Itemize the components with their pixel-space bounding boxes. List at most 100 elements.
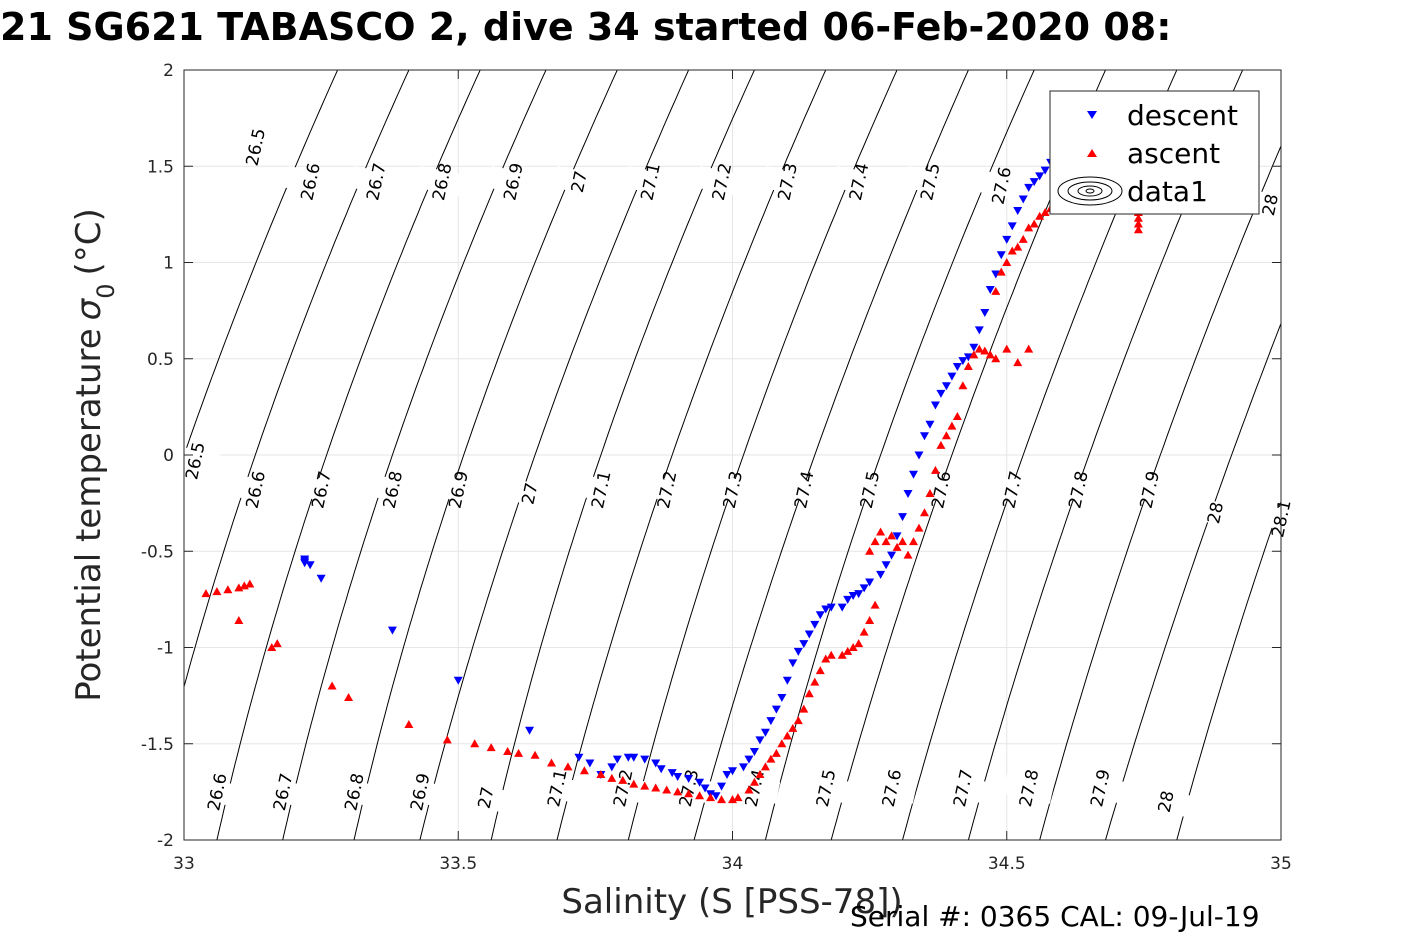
ascent-point xyxy=(991,354,1001,363)
descent-point xyxy=(996,251,1006,260)
y-tick-label: -2 xyxy=(157,831,174,851)
contour-label-background xyxy=(1074,772,1126,804)
ascent-point xyxy=(1018,234,1028,243)
descent-point xyxy=(1018,195,1028,204)
y-tick-label: -1.5 xyxy=(141,735,174,755)
descent-point xyxy=(826,603,836,612)
ascent-point xyxy=(749,777,759,786)
contour-label-background xyxy=(229,473,282,506)
contour-label-background xyxy=(531,772,583,804)
descent-point xyxy=(667,769,677,778)
ascent-point xyxy=(870,600,880,609)
ascent-point xyxy=(662,785,672,794)
ascent-point xyxy=(1013,242,1023,251)
descent-point xyxy=(1029,178,1039,187)
y-axis-title-unit: (°C) xyxy=(69,208,109,275)
ascent-point xyxy=(684,789,694,798)
contour-label-background xyxy=(799,772,852,804)
descent-point xyxy=(766,717,776,726)
density-contour-line xyxy=(184,70,410,689)
ascent-point xyxy=(695,791,705,800)
descent-point xyxy=(1024,183,1034,192)
descent-point xyxy=(985,285,995,294)
ascent-point xyxy=(201,589,211,598)
ascent-point xyxy=(470,739,480,748)
y-tick-label: 1.5 xyxy=(147,157,174,177)
descent-point xyxy=(651,759,661,768)
descent-point xyxy=(684,774,694,783)
ascent-point xyxy=(969,350,979,359)
ascent-point xyxy=(1002,258,1012,266)
y-tick-label: -0.5 xyxy=(141,542,174,562)
ascent-point xyxy=(804,689,814,698)
descent-point xyxy=(941,382,951,391)
descent-point xyxy=(788,659,798,668)
ascent-point xyxy=(799,704,809,713)
ascent-point xyxy=(815,666,825,675)
contour-label-background xyxy=(624,165,676,198)
ascent-point xyxy=(930,465,940,474)
ascent-point xyxy=(777,739,787,748)
x-tick-label: 34 xyxy=(722,854,744,874)
descent-point xyxy=(936,389,946,398)
y-axis-title: Potential temperature σ0 (°C) xyxy=(69,208,120,702)
descent-point xyxy=(919,432,929,441)
contour-label-background xyxy=(229,131,282,163)
ascent-point xyxy=(925,489,935,497)
descent-point xyxy=(952,362,962,371)
ascent-point xyxy=(640,781,650,790)
ascent-point xyxy=(865,546,875,555)
contour-label-background xyxy=(394,776,446,808)
descent-point xyxy=(607,763,617,772)
y-tick-label: 1 xyxy=(163,254,174,274)
ascent-point xyxy=(673,787,683,796)
descent-point xyxy=(898,513,908,522)
density-contours xyxy=(184,70,1281,840)
descent-point xyxy=(755,736,765,745)
x-tick-label: 33.5 xyxy=(439,854,477,874)
density-contour-label: 27 xyxy=(475,785,499,810)
data-markers xyxy=(201,139,1143,804)
ascent-point xyxy=(486,743,496,752)
ascent-point xyxy=(903,550,913,559)
descent-point xyxy=(876,570,886,579)
descent-point xyxy=(453,676,463,685)
y-axis-title-symbol: σ xyxy=(69,297,109,320)
descent-point xyxy=(728,767,737,776)
y-axis-title-subscript: 0 xyxy=(92,283,120,298)
ascent-point xyxy=(607,773,617,782)
density-contour-line xyxy=(556,70,827,840)
x-tick-label: 35 xyxy=(1270,854,1292,874)
descent-point xyxy=(974,326,984,335)
descent-point xyxy=(1002,235,1012,244)
descent-point xyxy=(903,490,913,498)
descent-point xyxy=(909,470,919,479)
ascent-point xyxy=(1024,223,1034,232)
ascent-point xyxy=(618,775,628,784)
descent-point xyxy=(963,353,973,362)
axis-tick-labels: 33 33.5 34 34.5 35 -2 -1.5 -1 -0.5 0 0.5 1 1.5 2 xyxy=(141,61,1292,874)
descent-point xyxy=(930,401,940,410)
descent-point xyxy=(958,357,968,366)
ascent-point xyxy=(503,746,513,755)
density-contour-line xyxy=(627,70,898,840)
ascent-point xyxy=(854,639,864,648)
contour-label-background xyxy=(695,165,748,198)
descent-point xyxy=(629,753,639,762)
descent-point xyxy=(892,532,902,541)
contour-label-background xyxy=(503,477,556,510)
ascent-point xyxy=(996,267,1006,276)
density-contour-labels: 26.526.6 26.7 26.8 26.9 27 27.1 27.2 27.3 27.4 27… xyxy=(169,127,1307,818)
axis-ticks xyxy=(183,69,1282,841)
ascent-point xyxy=(212,587,222,596)
ascent-point xyxy=(546,758,556,767)
legend-ascent-label: ascent xyxy=(1127,137,1220,170)
descent-point xyxy=(1007,222,1017,231)
descent-point xyxy=(881,561,891,570)
ascent-point xyxy=(327,681,337,690)
contour-label-background xyxy=(640,473,693,506)
descent-point xyxy=(700,784,710,793)
descent-point xyxy=(843,595,853,604)
descent-point xyxy=(695,778,705,787)
